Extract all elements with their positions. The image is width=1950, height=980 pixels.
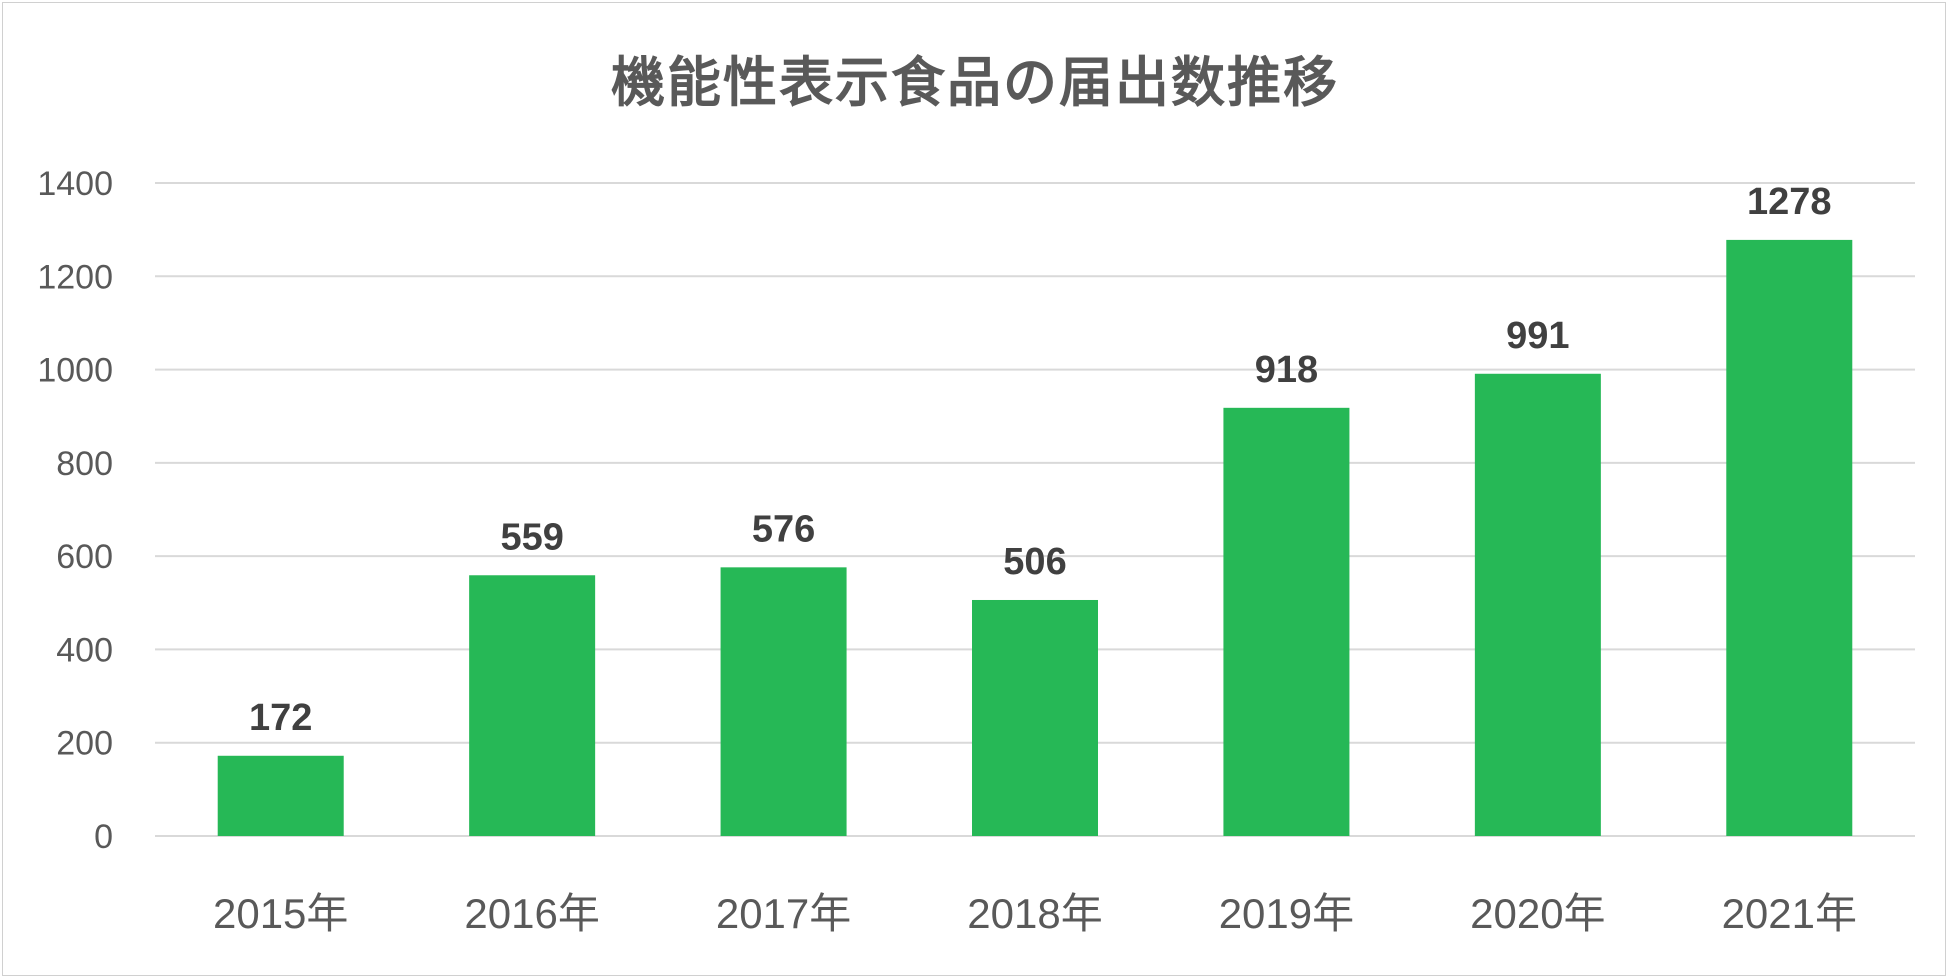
y-tick-label: 1400 (37, 165, 113, 203)
y-tick-label: 1000 (37, 352, 113, 390)
y-tick-label: 600 (56, 538, 113, 576)
bar-2021年 (1726, 239, 1853, 836)
data-label: 172 (249, 697, 312, 739)
bars (217, 239, 1853, 836)
data-labels: 172 559 576 506 918 991 1278 (249, 181, 1832, 739)
y-tick-label: 0 (94, 818, 113, 856)
bar-2020年 (1474, 373, 1601, 836)
data-label: 991 (1506, 315, 1569, 357)
x-tick-label: 2016年 (464, 890, 599, 937)
x-tick-label: 2017年 (716, 890, 851, 937)
bar-2018年 (972, 599, 1098, 836)
bar-2019年 (1223, 407, 1350, 836)
y-tick-label: 1200 (37, 258, 113, 296)
data-label: 1278 (1747, 181, 1832, 223)
y-axis-ticks: 0 200 400 600 800 1000 1200 1400 (37, 165, 113, 856)
bar-2016年 (469, 575, 596, 836)
x-tick-label: 2015年 (213, 890, 348, 937)
bar-2015年 (217, 755, 344, 836)
data-label: 559 (500, 516, 563, 558)
data-label: 576 (752, 508, 815, 550)
bar-2017年 (720, 567, 847, 836)
data-label: 506 (1003, 541, 1066, 583)
y-tick-label: 800 (56, 445, 113, 483)
x-axis-ticks: 2015年 2016年 2017年 2018年 2019年 2020年 2021年 (213, 890, 1857, 937)
y-tick-label: 200 (56, 725, 113, 763)
x-tick-label: 2018年 (967, 890, 1102, 937)
x-tick-label: 2020年 (1470, 890, 1605, 937)
data-label: 918 (1255, 349, 1318, 391)
y-tick-label: 400 (56, 631, 113, 669)
x-tick-label: 2019年 (1219, 890, 1354, 937)
chart-title: 機能性表示食品の届出数推移 (611, 51, 1339, 114)
x-tick-label: 2021年 (1722, 890, 1857, 937)
